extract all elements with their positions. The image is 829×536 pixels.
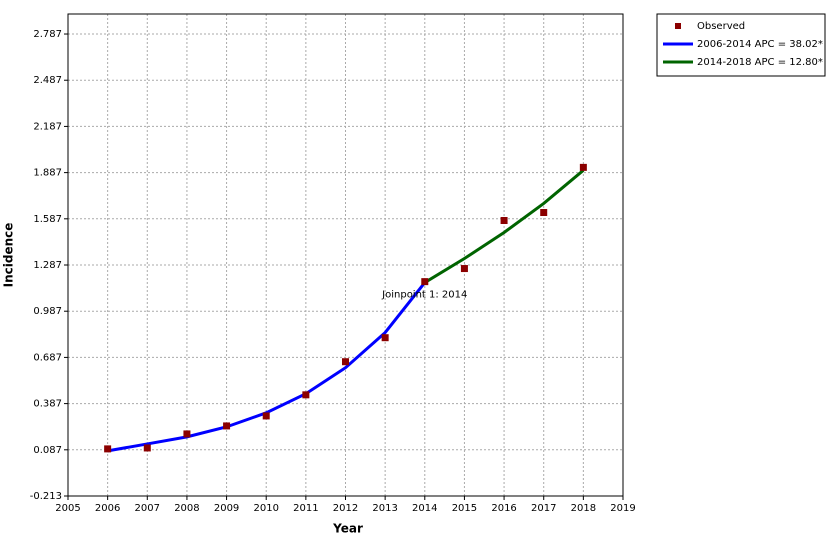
fit-line	[424, 169, 585, 284]
x-tick-label: 2019	[610, 503, 635, 514]
x-tick-label: 2017	[531, 503, 556, 514]
x-tick-label: 2007	[135, 503, 160, 514]
plot-border	[67, 13, 624, 497]
y-tick-label: 2.787	[33, 29, 62, 40]
y-tick-label: 2.487	[33, 75, 62, 86]
x-tick-label: 2018	[571, 503, 596, 514]
x-tick-label: 2010	[253, 503, 278, 514]
observed-point	[183, 430, 191, 438]
x-tick-label: 2015	[452, 503, 477, 514]
observed-point	[143, 444, 151, 452]
legend-label: 2006-2014 APC = 38.02*	[697, 39, 823, 50]
x-tick-label: 2012	[333, 503, 358, 514]
y-tick-label: 0.387	[33, 399, 62, 410]
y-tick-label: 1.887	[33, 168, 62, 179]
y-axis-label: Incidence	[2, 223, 16, 288]
observed-point	[579, 163, 587, 171]
y-tick-label: 0.687	[33, 352, 62, 363]
observed-point	[302, 391, 310, 399]
y-tick-label: 2.187	[33, 121, 62, 132]
observed-point	[104, 445, 112, 453]
observed-point	[223, 422, 231, 430]
x-tick-label: 2008	[174, 503, 199, 514]
y-tick-label: 1.587	[33, 214, 62, 225]
observed-point	[342, 358, 349, 366]
observed-point	[421, 278, 429, 286]
x-tick-label: 2006	[95, 503, 120, 514]
observed-point	[460, 265, 468, 273]
observed-point	[540, 208, 548, 216]
y-tick-label: 0.087	[33, 445, 62, 456]
legend-label: Observed	[697, 21, 745, 32]
y-tick-label: 1.287	[33, 260, 62, 271]
observed-point	[262, 412, 270, 420]
observed-point	[500, 217, 508, 225]
x-tick-label: 2016	[491, 503, 516, 514]
legend-label: 2014-2018 APC = 12.80*	[697, 57, 823, 68]
y-tick-label: 0.987	[33, 306, 62, 317]
legend-marker	[675, 23, 681, 29]
x-tick-label: 2009	[214, 503, 239, 514]
x-axis-label: Year	[332, 522, 363, 536]
x-tick-label: 2011	[293, 503, 318, 514]
annotation: Joinpoint 1: 2014	[381, 290, 467, 301]
x-tick-label: 2005	[55, 503, 80, 514]
x-tick-label: 2014	[412, 503, 437, 514]
observed-point	[381, 334, 389, 342]
y-tick-label: -0.213	[30, 491, 62, 502]
x-tick-label: 2013	[372, 503, 397, 514]
